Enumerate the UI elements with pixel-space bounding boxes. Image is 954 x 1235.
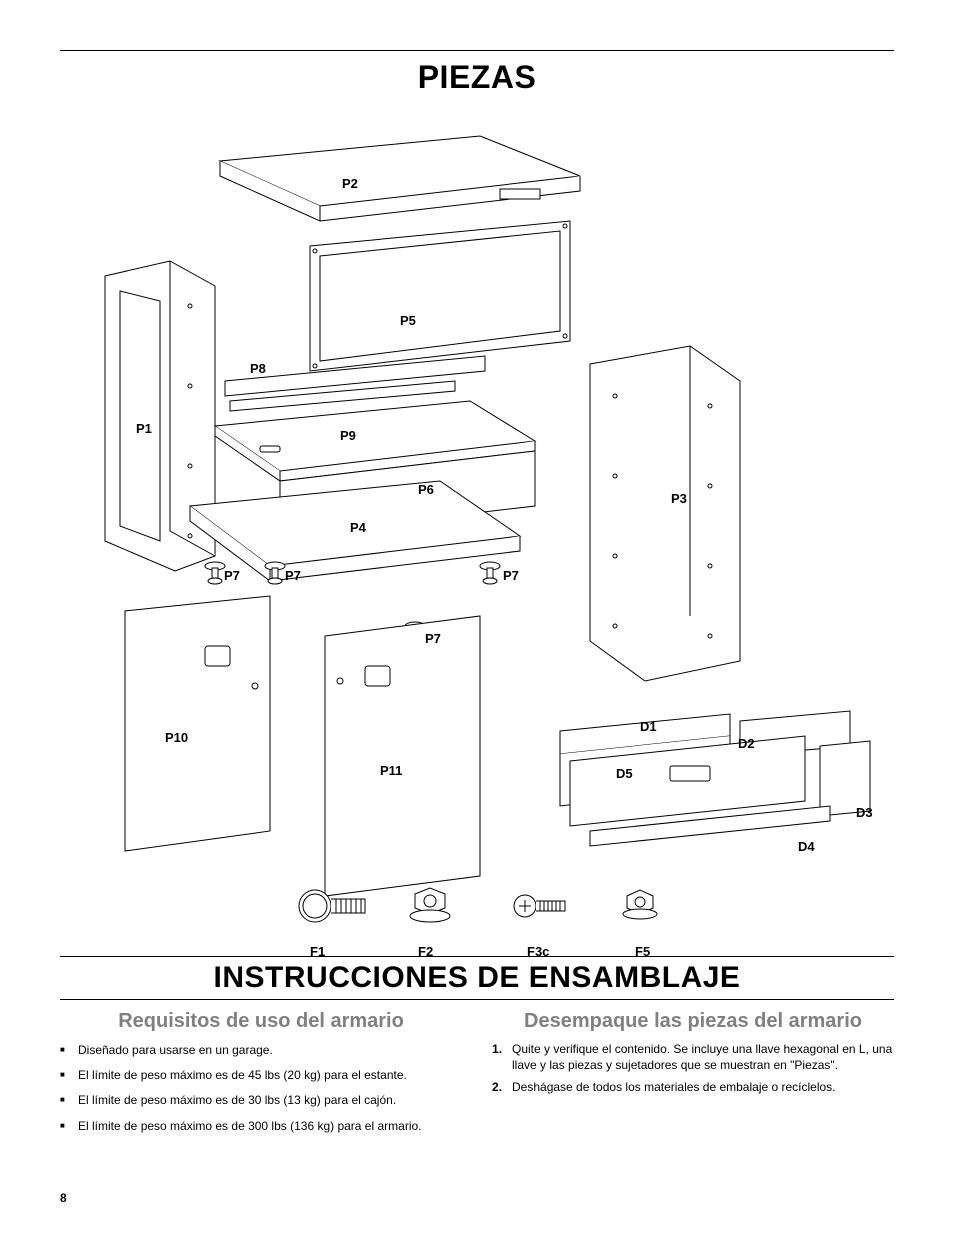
page-number: 8 [60,1191,67,1205]
label-f2: F2 [418,944,433,959]
requirement-item: El límite de peso máximo es de 45 lbs (2… [60,1066,462,1085]
label-d4: D4 [798,839,815,854]
title-instrucciones: INSTRUCCIONES DE ENSAMBLAJE [60,956,894,1000]
label-f1: F1 [310,944,325,959]
label-p7a: P7 [224,568,240,583]
label-f5: F5 [635,944,650,959]
label-d5: D5 [616,766,633,781]
label-p7d: P7 [425,631,441,646]
label-p10: P10 [165,730,188,745]
label-p4: P4 [350,520,366,535]
unpack-item: Quite y verifique el contenido. Se inclu… [492,1041,894,1073]
subtitle-desempaque: Desempaque las piezas del armario [492,1010,894,1033]
label-p2: P2 [342,176,358,191]
title-piezas: PIEZAS [60,59,894,96]
label-p9: P9 [340,428,356,443]
label-p1: P1 [136,421,152,436]
label-p11: P11 [380,763,402,778]
label-d1: D1 [640,719,657,734]
top-rule [60,50,894,51]
unpack-list: Quite y verifique el contenido. Se inclu… [492,1041,894,1096]
label-p6: P6 [418,482,434,497]
label-p5: P5 [400,313,416,328]
label-p8: P8 [250,361,266,376]
subtitle-requisitos: Requisitos de uso del armario [60,1010,462,1033]
unpack-item: Deshágase de todos los materiales de emb… [492,1079,894,1095]
label-p7c: P7 [503,568,519,583]
label-p3: P3 [671,491,687,506]
parts-svg [60,106,894,936]
requirement-item: El límite de peso máximo es de 30 lbs (1… [60,1091,462,1110]
requirements-list: Diseñado para usarse en un garage. El lí… [60,1041,462,1136]
label-d2: D2 [738,736,755,751]
requirement-item: Diseñado para usarse en un garage. [60,1041,462,1060]
right-column: Desempaque las piezas del armario Quite … [492,1010,894,1142]
label-f3c: F3c [527,944,549,959]
left-column: Requisitos de uso del armario Diseñado p… [60,1010,462,1142]
requirement-item: El límite de peso máximo es de 300 lbs (… [60,1117,462,1136]
label-d3: D3 [856,805,873,820]
instructions-columns: Requisitos de uso del armario Diseñado p… [60,1010,894,1142]
label-p7b: P7 [285,568,301,583]
exploded-diagram: P1 P2 P3 P4 P5 P6 P7 P7 P7 P7 P8 P9 P10 … [60,106,894,936]
